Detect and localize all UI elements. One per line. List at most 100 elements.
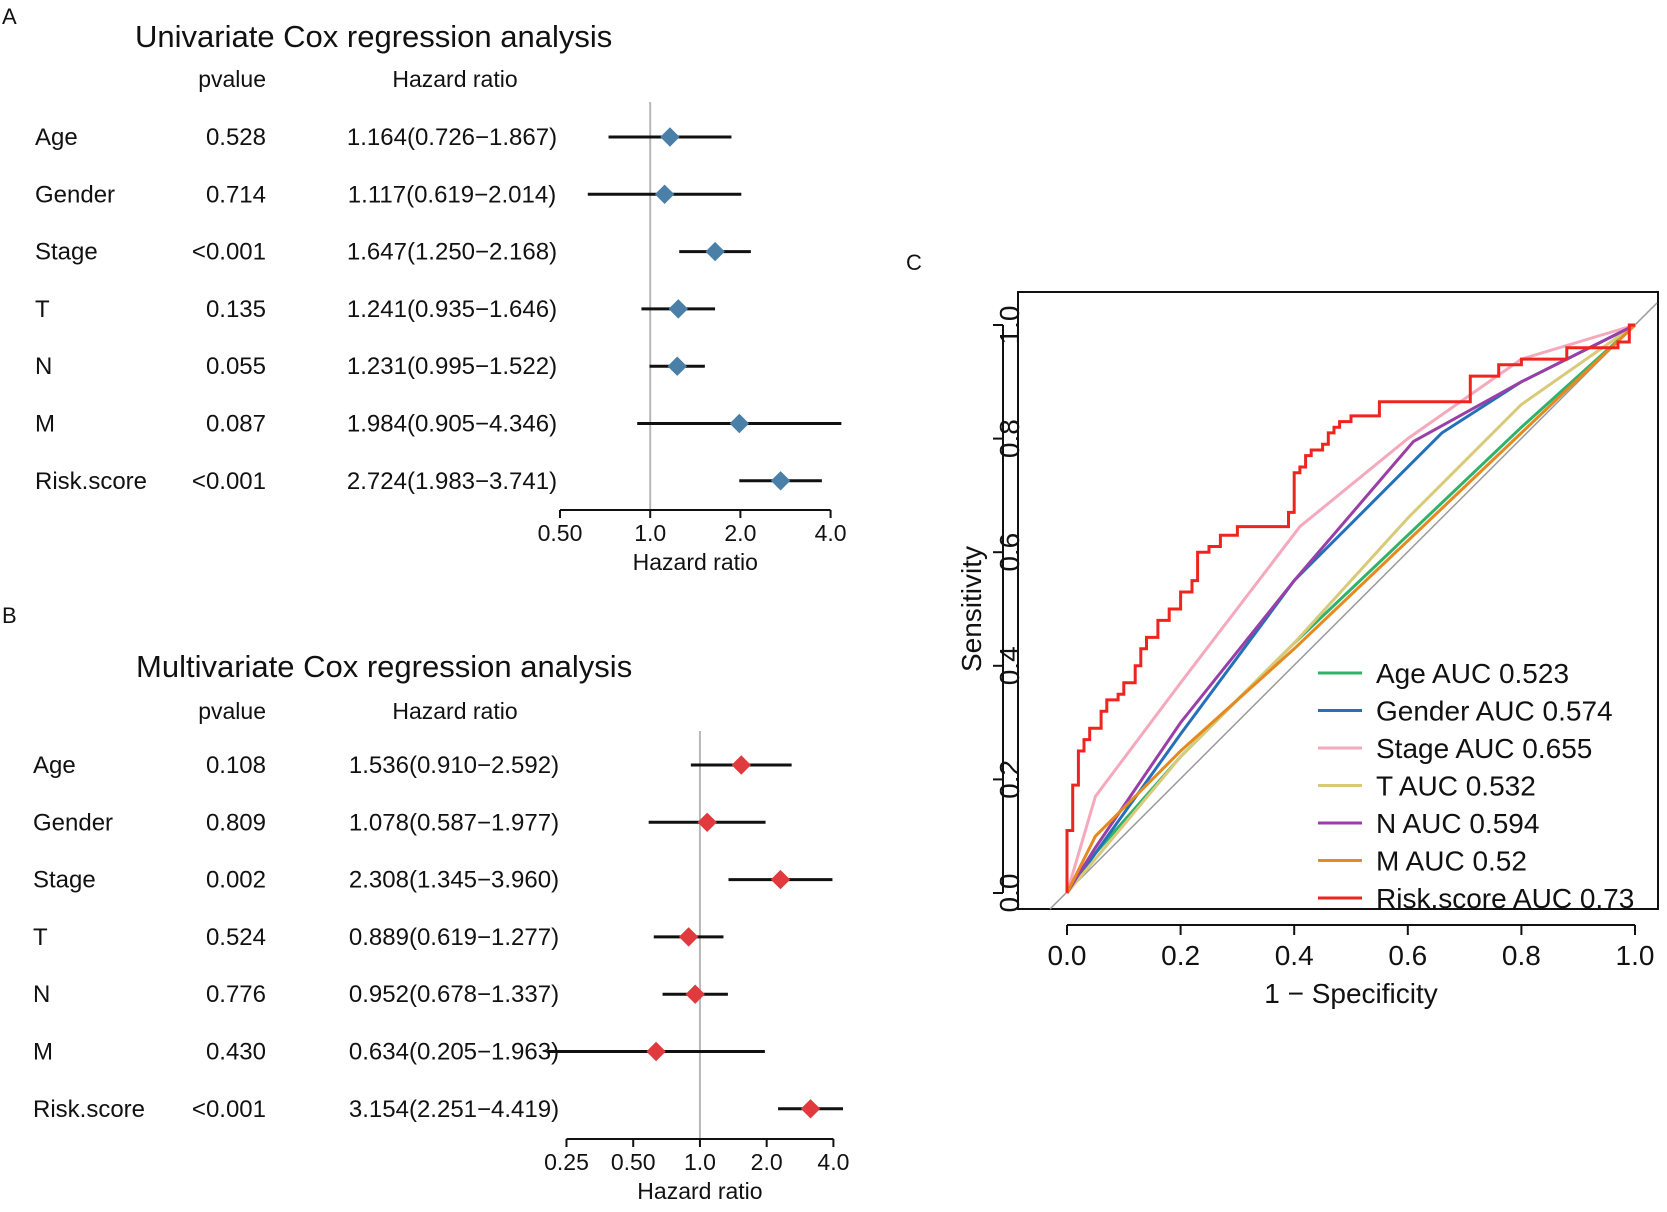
roc-x-tick-label: 0.4 [1275, 940, 1314, 971]
row-pvalue: 0.135 [206, 296, 266, 323]
roc-x-tick-label: 0.2 [1161, 940, 1200, 971]
row-hazard-ratio: 2.724(1.983−3.741) [347, 468, 557, 495]
row-pvalue: <0.001 [192, 1096, 266, 1123]
roc-x-tick-label: 1.0 [1616, 940, 1655, 971]
row-label: Stage [35, 239, 98, 266]
hazard-ratio-marker [697, 812, 717, 833]
hazard-ratio-marker [678, 927, 699, 947]
row-hazard-ratio: 1.078(0.587−1.977) [349, 809, 559, 836]
x-tick-label: 0.50 [538, 520, 583, 546]
x-tick-label: 4.0 [815, 520, 847, 546]
row-hazard-ratio: 1.117(0.619−2.014) [348, 181, 556, 208]
hazard-ratio-marker [668, 299, 688, 319]
roc-curve-risk-score [1065, 323, 1635, 893]
roc-x-tick-label: 0.0 [1048, 940, 1087, 971]
row-label: Risk.score [33, 1096, 145, 1123]
row-hazard-ratio: 1.231(0.995−1.522) [347, 353, 557, 380]
hazard-ratio-marker [770, 471, 791, 491]
row-hazard-ratio: 3.154(2.251−4.419) [349, 1096, 559, 1123]
roc-y-tick-label: 0.0 [994, 874, 1025, 913]
row-label: Age [35, 124, 78, 151]
forest-plot-multivariate: B Multivariate Cox regression analysis p… [2, 603, 849, 1204]
row-label: Risk.score [35, 468, 147, 495]
x-axis-title: Hazard ratio [637, 1178, 762, 1204]
x-tick-label: 4.0 [817, 1149, 849, 1175]
row-pvalue: 0.055 [206, 353, 266, 380]
hazard-ratio-marker [667, 356, 687, 376]
panel-label-b: B [2, 603, 17, 628]
x-tick-label: 1.0 [634, 520, 666, 546]
legend-entry: M AUC 0.52 [1376, 846, 1527, 877]
legend-entry: N AUC 0.594 [1376, 808, 1539, 839]
legend-entry: Stage AUC 0.655 [1376, 733, 1592, 764]
legend-entry: Risk.score AUC 0.73 [1376, 883, 1634, 914]
hr-header: Hazard ratio [392, 698, 517, 724]
row-hazard-ratio: 1.647(1.250−2.168) [347, 239, 557, 266]
forest-title-univariate: Univariate Cox regression analysis [135, 19, 612, 54]
x-tick-label: 1.0 [684, 1149, 716, 1175]
roc-plot: C 0.0 0.2 0.4 0.6 0.8 1.0 0.0 0.2 0.4 0.6 0.8 1.0 1 … [906, 250, 1659, 1009]
x-axis-title: Hazard ratio [633, 549, 758, 575]
row-label: M [35, 411, 55, 438]
roc-plot-frame [1017, 291, 1659, 910]
pvalue-header: pvalue [198, 698, 266, 724]
row-label: Age [33, 752, 76, 779]
legend-entry: Age AUC 0.523 [1376, 658, 1569, 689]
row-pvalue: 0.809 [206, 809, 266, 836]
hazard-ratio-marker [729, 413, 750, 434]
forest-plot-univariate: A Univariate Cox regression analysis pva… [2, 4, 847, 575]
row-pvalue: <0.001 [192, 468, 266, 495]
forest-title-multivariate: Multivariate Cox regression analysis [136, 649, 632, 684]
legend-entry: T AUC 0.532 [1376, 771, 1536, 802]
row-pvalue: 0.087 [206, 411, 266, 438]
x-tick-label: 0.50 [611, 1149, 656, 1175]
row-pvalue: 0.108 [206, 752, 266, 779]
row-hazard-ratio: 1.164(0.726−1.867) [347, 124, 557, 151]
row-label: Gender [33, 809, 113, 836]
roc-y-axis-title: Sensitivity [956, 546, 987, 672]
hazard-ratio-marker [731, 755, 751, 775]
row-pvalue: <0.001 [192, 239, 266, 266]
hazard-ratio-marker [646, 1041, 666, 1062]
pvalue-header: pvalue [198, 66, 266, 92]
roc-curve-m [1065, 323, 1637, 894]
row-label: N [35, 353, 52, 380]
roc-x-tick-label: 0.6 [1388, 940, 1427, 971]
row-pvalue: 0.430 [206, 1039, 266, 1066]
x-tick-label: 2.0 [751, 1149, 783, 1175]
row-pvalue: 0.714 [206, 181, 266, 208]
row-pvalue: 0.002 [206, 867, 266, 894]
row-hazard-ratio: 0.634(0.205−1.963) [349, 1039, 559, 1066]
hazard-ratio-marker [654, 184, 675, 205]
x-tick-label: 2.0 [724, 520, 756, 546]
panel-label-a: A [2, 4, 17, 29]
roc-x-axis-title: 1 − Specificity [1264, 978, 1438, 1009]
row-label: M [33, 1039, 53, 1066]
row-pvalue: 0.776 [206, 981, 266, 1008]
row-hazard-ratio: 1.536(0.910−2.592) [349, 752, 559, 779]
hr-header: Hazard ratio [392, 66, 517, 92]
roc-y-tick-label: 1.0 [994, 306, 1025, 345]
row-hazard-ratio: 1.984(0.905−4.346) [347, 411, 557, 438]
row-label: Stage [33, 867, 96, 894]
row-hazard-ratio: 1.241(0.935−1.646) [347, 296, 557, 323]
row-hazard-ratio: 2.308(1.345−3.960) [349, 867, 559, 894]
hazard-ratio-marker [800, 1099, 821, 1119]
hazard-ratio-marker [705, 241, 725, 262]
roc-curve-t [1065, 323, 1636, 894]
row-label: T [35, 296, 50, 323]
roc-y-tick-label: 0.8 [994, 419, 1025, 458]
roc-y-tick-label: 0.6 [994, 533, 1025, 572]
legend-entry: Gender AUC 0.574 [1376, 696, 1613, 727]
x-tick-label: 0.25 [544, 1149, 589, 1175]
roc-diagonal-reference [1049, 302, 1658, 910]
roc-curve-n [1065, 323, 1636, 894]
panel-label-c: C [906, 250, 922, 275]
row-label: N [33, 981, 50, 1008]
roc-x-tick-label: 0.8 [1502, 940, 1541, 971]
row-label: T [33, 924, 48, 951]
hazard-ratio-marker [770, 869, 791, 890]
row-hazard-ratio: 0.952(0.678−1.337) [349, 981, 559, 1008]
row-pvalue: 0.524 [206, 924, 266, 951]
